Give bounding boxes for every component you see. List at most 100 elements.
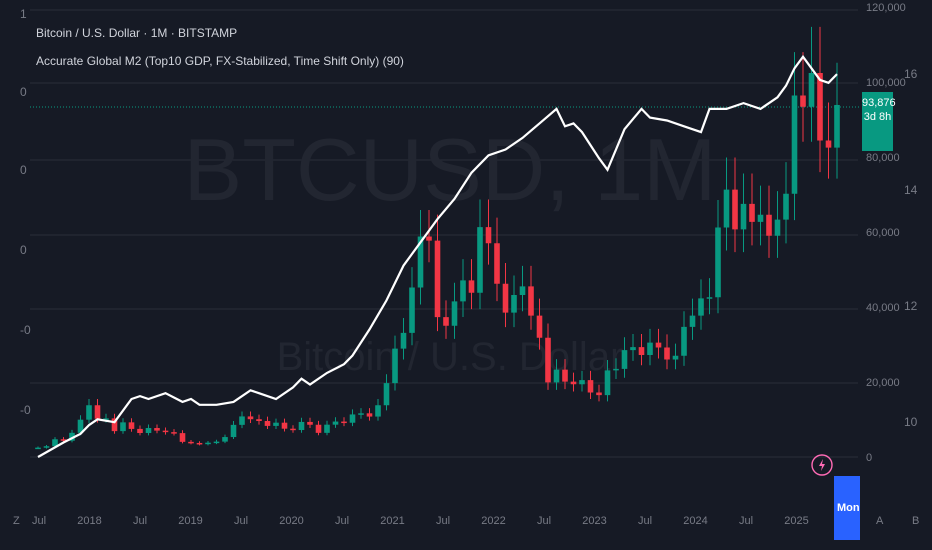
candle-body	[162, 430, 169, 433]
time-tick-label: Jul	[335, 515, 349, 527]
candle-body	[562, 369, 568, 382]
symbol-title[interactable]: Bitcoin / U.S. Dollar · 1M · BITSTAMP	[36, 26, 238, 40]
candle-body	[545, 337, 551, 383]
log-scale-icon[interactable]: B	[912, 515, 920, 527]
candle-body	[400, 332, 407, 349]
candle-body	[791, 95, 798, 194]
candle-body	[698, 298, 704, 316]
time-tick-label: 2019	[178, 515, 202, 527]
candle-body	[800, 95, 806, 107]
candle-body	[596, 392, 602, 396]
candle-body	[511, 295, 517, 313]
candle-body	[519, 286, 526, 295]
candle-body	[43, 446, 50, 448]
candle-body	[324, 424, 330, 433]
candle-body	[349, 414, 356, 423]
candle-body	[383, 383, 390, 406]
time-tick-label: Jul	[436, 515, 450, 527]
candle-body	[655, 342, 662, 348]
date-range-button[interactable]: Mon 0	[834, 476, 860, 540]
candle-body	[86, 405, 92, 420]
price-tick-label: 40,000	[866, 302, 900, 314]
auto-scale-icon[interactable]: A	[876, 515, 884, 527]
candle-body	[783, 193, 789, 220]
candle-body	[494, 243, 500, 284]
time-tick-label: 2018	[77, 515, 101, 527]
candle-body	[281, 422, 288, 429]
candle-body	[94, 405, 101, 419]
candle-body	[536, 315, 543, 338]
candle-body	[621, 350, 628, 369]
candle-body	[171, 432, 177, 434]
candle-body	[468, 280, 475, 293]
candle-body	[553, 369, 560, 383]
candle-body	[706, 297, 713, 299]
candle-body	[290, 428, 296, 431]
candle-body	[417, 236, 424, 288]
time-tick-label: Jul	[739, 515, 753, 527]
candle-body	[443, 317, 449, 326]
candle-body	[638, 347, 645, 355]
candle-body	[179, 433, 186, 442]
candle-body	[120, 422, 126, 432]
candle-body	[332, 421, 339, 425]
scroll-left-icon[interactable]: Z	[13, 515, 20, 527]
left-tick-label: 0	[20, 163, 27, 177]
left-tick-label: 1	[20, 7, 27, 21]
candle-body	[315, 424, 322, 433]
candle-body	[825, 140, 832, 148]
candle-body	[392, 348, 398, 384]
time-tick-label: Jul	[234, 515, 248, 527]
candle-body	[579, 380, 585, 385]
price-tick-label: 120,000	[866, 2, 906, 14]
price-tick-label: 20,000	[866, 377, 900, 389]
grid	[30, 9, 858, 458]
left-tick-label: -0	[20, 323, 31, 337]
candle-body	[834, 104, 840, 148]
candle-body	[213, 441, 220, 444]
candle-body	[247, 416, 254, 420]
candle-body	[647, 342, 653, 355]
candle-body	[196, 442, 203, 445]
time-tick-label: Jul	[32, 515, 46, 527]
current-price-badge: 93,876 3d 8h	[862, 92, 896, 151]
candle-body	[69, 432, 75, 441]
candle-body	[502, 283, 509, 313]
candle-body	[477, 227, 483, 293]
candle-body	[154, 428, 160, 431]
candle-body	[230, 424, 237, 438]
time-tick-label: 2021	[380, 515, 404, 527]
price-tick-label: 60,000	[866, 227, 900, 239]
candle-body	[188, 441, 194, 444]
candle-body	[60, 439, 67, 441]
candle-body	[613, 368, 619, 371]
price-axis: 0 20,000 40,000 60,000 80,000 100,000 120,000	[866, 2, 906, 464]
candle-body	[570, 381, 577, 385]
indicator-title[interactable]: Accurate Global M2 (Top10 GDP, FX-Stabil…	[36, 54, 404, 68]
candle-body	[426, 236, 432, 241]
price-tick-label: 0	[866, 452, 872, 464]
candle-body	[774, 219, 781, 236]
candle-body	[732, 189, 738, 230]
m2-tick-label: 12	[904, 299, 918, 313]
candle-body	[307, 421, 313, 425]
btc-candles	[35, 26, 840, 450]
candle-body	[630, 347, 636, 351]
candle-body	[111, 418, 118, 432]
candle-body	[222, 437, 228, 442]
lightning-icon[interactable]	[811, 454, 833, 476]
time-axis[interactable]: Jul 2018 Jul 2019 Jul 2020 Jul 2021 Jul 2022 Jul 20…	[32, 515, 809, 527]
bar-countdown: 3d 8h	[863, 111, 892, 123]
candle-body	[35, 447, 41, 450]
candle-body	[375, 405, 381, 417]
candle-body	[298, 421, 305, 431]
time-tick-label: Jul	[638, 515, 652, 527]
candle-body	[817, 73, 823, 141]
candle-body	[358, 413, 364, 415]
candle-body	[77, 419, 84, 433]
candle-body	[766, 214, 772, 236]
candle-body	[434, 240, 441, 318]
candle-body	[239, 416, 245, 425]
left-tick-label: 0	[20, 243, 27, 257]
